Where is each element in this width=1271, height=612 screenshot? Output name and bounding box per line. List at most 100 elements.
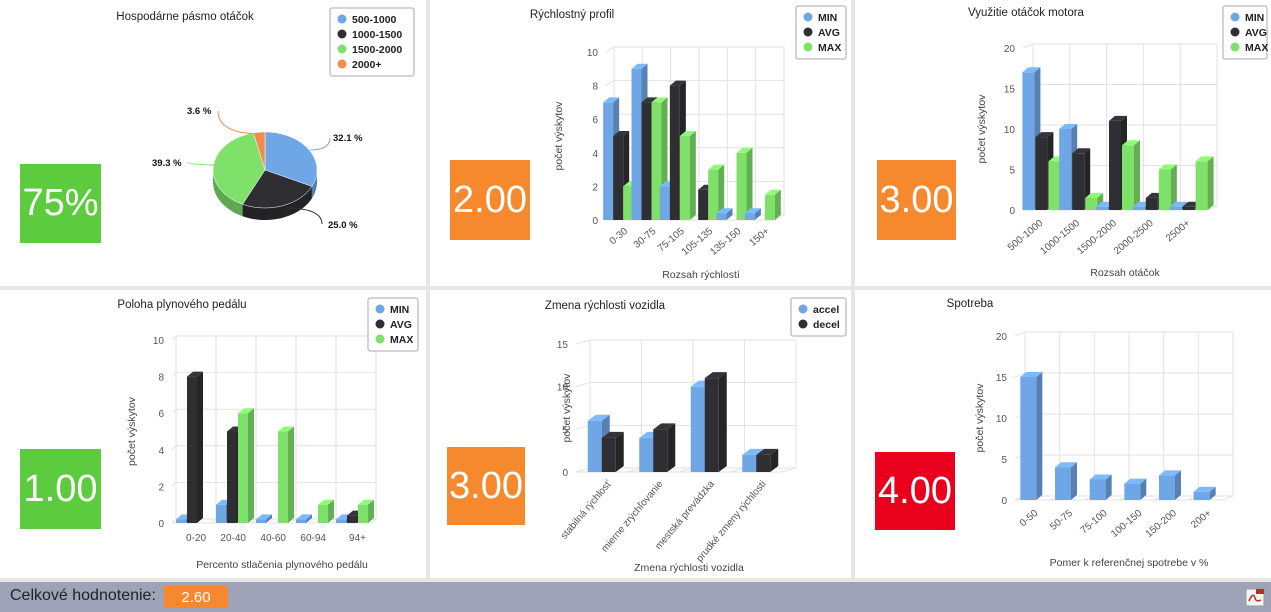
- pdf-icon[interactable]: [1245, 588, 1265, 607]
- bar: [187, 371, 203, 523]
- legend-marker: [803, 27, 813, 37]
- y-axis-label: počet výskytov: [553, 101, 565, 171]
- bar: [278, 426, 294, 523]
- legend-item: AVG: [818, 27, 840, 39]
- x-axis-label: Rozsah otáčok: [1090, 267, 1160, 279]
- bar-top: [1158, 164, 1177, 170]
- x-tick-label: 20-40: [220, 533, 246, 544]
- legend-item: AVG: [1245, 27, 1267, 39]
- bar-top: [742, 448, 765, 455]
- bar-top: [296, 514, 312, 520]
- y-tick-label: 6: [592, 115, 598, 126]
- pie-slice: [264, 131, 318, 187]
- y-tick-label: 2: [158, 482, 164, 493]
- x-tick-label: 50-75: [1048, 508, 1075, 533]
- y-tick-label: 8: [158, 373, 164, 384]
- bar: [358, 499, 374, 523]
- bar-front: [587, 420, 602, 472]
- grid-line: [171, 335, 177, 341]
- chart-title: Zmena rýchlosti vozidla: [545, 300, 666, 312]
- legend-item: AVG: [390, 319, 412, 331]
- bar-side: [1134, 140, 1140, 210]
- bar-side: [1140, 478, 1147, 500]
- x-tick-label: 2500+: [1164, 218, 1193, 245]
- x-axis-label: Pomer k referenčnej spotrebe v %: [1050, 557, 1209, 569]
- bar-front: [756, 454, 771, 472]
- bar-top: [358, 499, 374, 505]
- score-tile: 3.00: [877, 160, 956, 240]
- y-tick-label: 5: [1009, 166, 1015, 177]
- bar-front: [716, 213, 727, 220]
- bar-front: [1158, 169, 1171, 210]
- grid-line: [171, 518, 177, 524]
- x-tick-label: 1000-1500: [1038, 218, 1082, 257]
- bar-top: [1109, 115, 1127, 121]
- bar-top: [1195, 156, 1214, 162]
- chart-title: Rýchlostný profil: [530, 9, 614, 21]
- bar-top: [256, 514, 272, 520]
- chart-throttle-position: Poloha plynového pedálu 0 2 4 6 8 10 počet výsk…: [117, 297, 419, 571]
- bar-side: [726, 208, 733, 220]
- legend-marker: [798, 304, 808, 314]
- bar-top: [1085, 192, 1104, 198]
- bar-front: [1096, 206, 1108, 210]
- bar-front: [256, 519, 266, 523]
- legend-marker: [337, 14, 347, 24]
- y-tick-label: 20: [996, 332, 1008, 343]
- bar: [704, 372, 727, 472]
- score-tile: 1.00: [20, 449, 101, 529]
- bar-front: [227, 431, 237, 523]
- bar-front: [1089, 479, 1106, 500]
- bar-front: [1182, 206, 1195, 210]
- bar: [1055, 462, 1077, 500]
- y-tick-label: 8: [592, 82, 598, 93]
- y-tick-label: 0: [1001, 496, 1007, 507]
- y-axis-label: počet výskytov: [974, 383, 986, 453]
- pie-slice-side: [213, 169, 243, 217]
- bar: [708, 164, 725, 220]
- bar: [601, 431, 624, 472]
- chart-title: Využitie otáčok motora: [968, 7, 1085, 19]
- bar-top: [613, 131, 630, 136]
- grid-line: [1206, 205, 1218, 211]
- bar-front: [679, 136, 690, 220]
- y-tick-label: 20: [1004, 44, 1016, 55]
- y-tick-label: 10: [996, 414, 1008, 425]
- bar-top: [1159, 470, 1181, 476]
- bar-top: [1169, 201, 1188, 207]
- x-tick-label: stabilná rýchlosť: [559, 479, 614, 542]
- bar-side: [754, 208, 761, 220]
- overall-rating-label: Celkové hodnotenie:: [10, 587, 156, 604]
- grid-line: [1022, 43, 1034, 49]
- bar: [1124, 478, 1147, 500]
- bar-side: [1207, 156, 1214, 210]
- bar-front: [639, 437, 654, 472]
- bar-front: [336, 519, 346, 523]
- bar-front: [278, 431, 288, 523]
- chart-title: Hospodárne pásmo otáčok: [116, 11, 254, 23]
- y-tick-label: 10: [153, 336, 165, 347]
- bar-front: [1169, 206, 1182, 210]
- grid-line: [678, 467, 694, 473]
- legend-marker: [1230, 12, 1240, 22]
- bar-top: [764, 189, 781, 195]
- x-tick-label: 60-94: [300, 533, 326, 544]
- legend-marker: [337, 44, 347, 54]
- y-tick-label: 5: [1001, 455, 1007, 466]
- x-tick-label: 94+: [349, 533, 366, 544]
- bar: [736, 147, 753, 220]
- grid-line: [171, 482, 177, 487]
- legend-marker: [798, 319, 808, 329]
- pie-connector: [217, 110, 263, 135]
- bar-front: [704, 378, 719, 472]
- legend-marker: [803, 42, 813, 52]
- bar-side: [1209, 486, 1216, 500]
- bar-front: [1055, 467, 1071, 500]
- chart-speed-change: Zmena rýchlosti vozidla 0 5 10 15 počet výsky…: [545, 297, 847, 574]
- grid-line: [627, 467, 642, 473]
- legend-item: MIN: [1245, 12, 1264, 24]
- bar-front: [1035, 137, 1048, 210]
- bar: [1195, 156, 1214, 210]
- legend-marker: [1230, 42, 1240, 52]
- bar-side: [288, 426, 294, 523]
